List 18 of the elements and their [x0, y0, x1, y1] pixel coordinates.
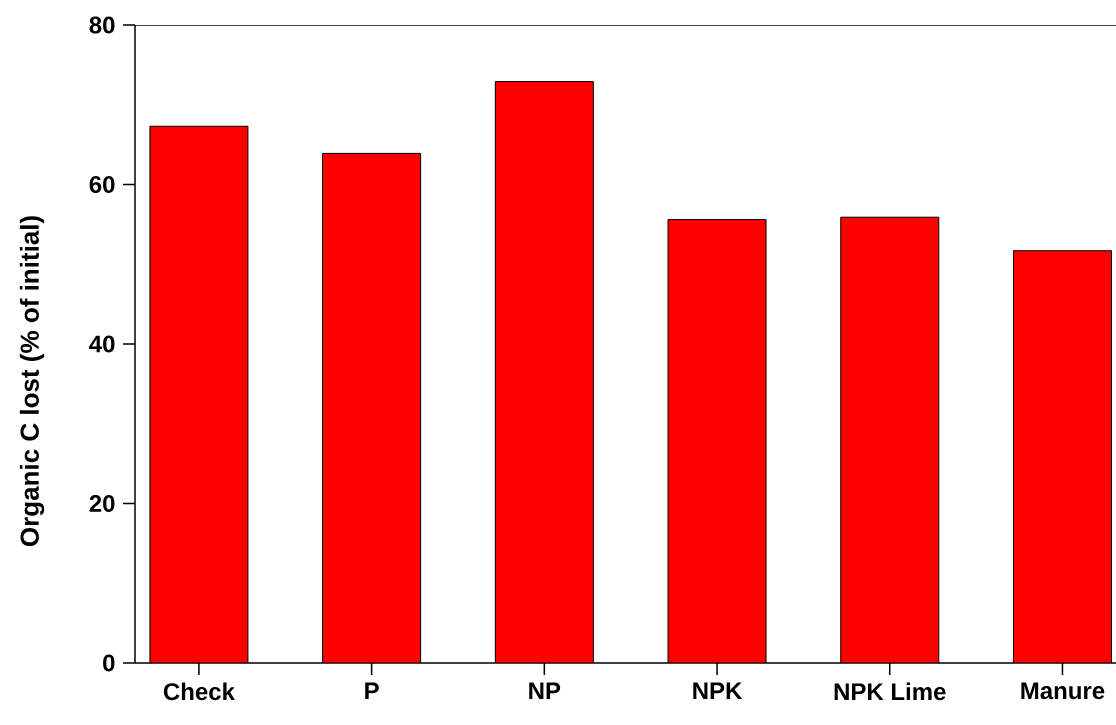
x-tick-label: Manure — [1021, 682, 1105, 700]
x-tick-label: NP — [529, 682, 561, 700]
bar — [1012, 250, 1112, 663]
y-tick-label: 80 — [89, 16, 115, 34]
bar — [840, 216, 940, 663]
x-tick-label: NPK Lime — [834, 682, 946, 701]
y-tick-label: 20 — [89, 495, 115, 512]
y-axis-title: Organic C lost (% of initial) — [19, 216, 45, 547]
x-tick-label: NPK — [693, 682, 743, 700]
y-tick-label: 40 — [89, 335, 115, 353]
bar — [667, 219, 767, 663]
y-tick-label: 60 — [89, 176, 115, 193]
bar — [494, 81, 594, 663]
x-tick-label: P — [365, 682, 379, 700]
bar — [149, 125, 249, 663]
y-tick-label: 0 — [103, 654, 115, 672]
x-tick-label: Check — [163, 682, 235, 701]
bar — [322, 152, 422, 663]
